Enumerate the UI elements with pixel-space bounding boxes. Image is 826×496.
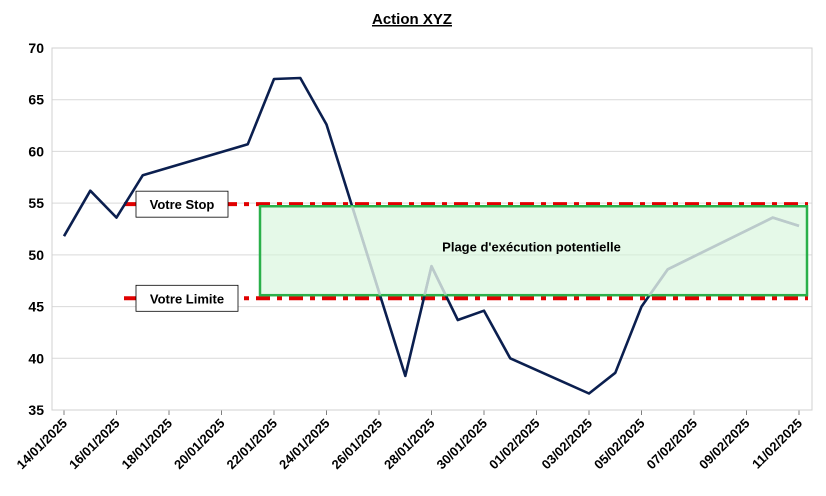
limit-callout: Votre Limite	[135, 284, 239, 312]
x-tick-label: 14/01/2025	[13, 416, 70, 473]
stop-callout: Votre Stop	[135, 190, 229, 218]
y-axis-ticks: 35 40 45 50 55 60 65 70	[28, 40, 44, 418]
x-tick-label: 07/02/2025	[643, 416, 700, 473]
x-tick-label: 03/02/2025	[538, 416, 595, 473]
x-tick-label: 28/01/2025	[381, 416, 438, 473]
x-tick-label: 11/02/2025	[749, 416, 805, 472]
y-tick-label: 60	[28, 143, 44, 159]
y-tick-label: 55	[28, 195, 44, 211]
stop-callout-box	[135, 190, 229, 218]
x-tick-label: 22/01/2025	[223, 416, 280, 473]
x-tick-label: 09/02/2025	[696, 416, 753, 473]
chart-title: Action XYZ	[372, 11, 452, 28]
x-tick-label: 24/01/2025	[276, 416, 333, 473]
y-tick-label: 70	[28, 40, 44, 56]
x-tick-label: 05/02/2025	[591, 416, 648, 473]
plot-area	[51, 47, 813, 411]
x-tick-label: 16/01/2025	[66, 416, 123, 473]
limit-callout-box	[135, 284, 239, 312]
x-tick-label: 30/01/2025	[433, 416, 490, 473]
limit-callout-label: Votre Limite	[150, 291, 224, 306]
y-tick-label: 40	[28, 350, 44, 366]
stop-callout-label: Votre Stop	[150, 197, 215, 212]
price-series-line-in-zone	[350, 206, 800, 296]
execution-zone	[258, 204, 809, 297]
x-axis-ticks: 14/01/202516/01/202518/01/202520/01/2025…	[13, 410, 805, 472]
execution-zone-label: Plage d'exécution potentielle	[442, 240, 621, 255]
y-tick-label: 35	[28, 402, 44, 418]
y-tick-label: 50	[28, 247, 44, 263]
y-tick-label: 45	[28, 299, 44, 315]
y-tick-label: 65	[28, 92, 44, 108]
x-tick-label: 18/01/2025	[118, 416, 175, 473]
x-tick-label: 01/02/2025	[486, 416, 543, 473]
x-tick-label: 20/01/2025	[171, 416, 228, 473]
x-tick-label: 26/01/2025	[328, 416, 385, 473]
